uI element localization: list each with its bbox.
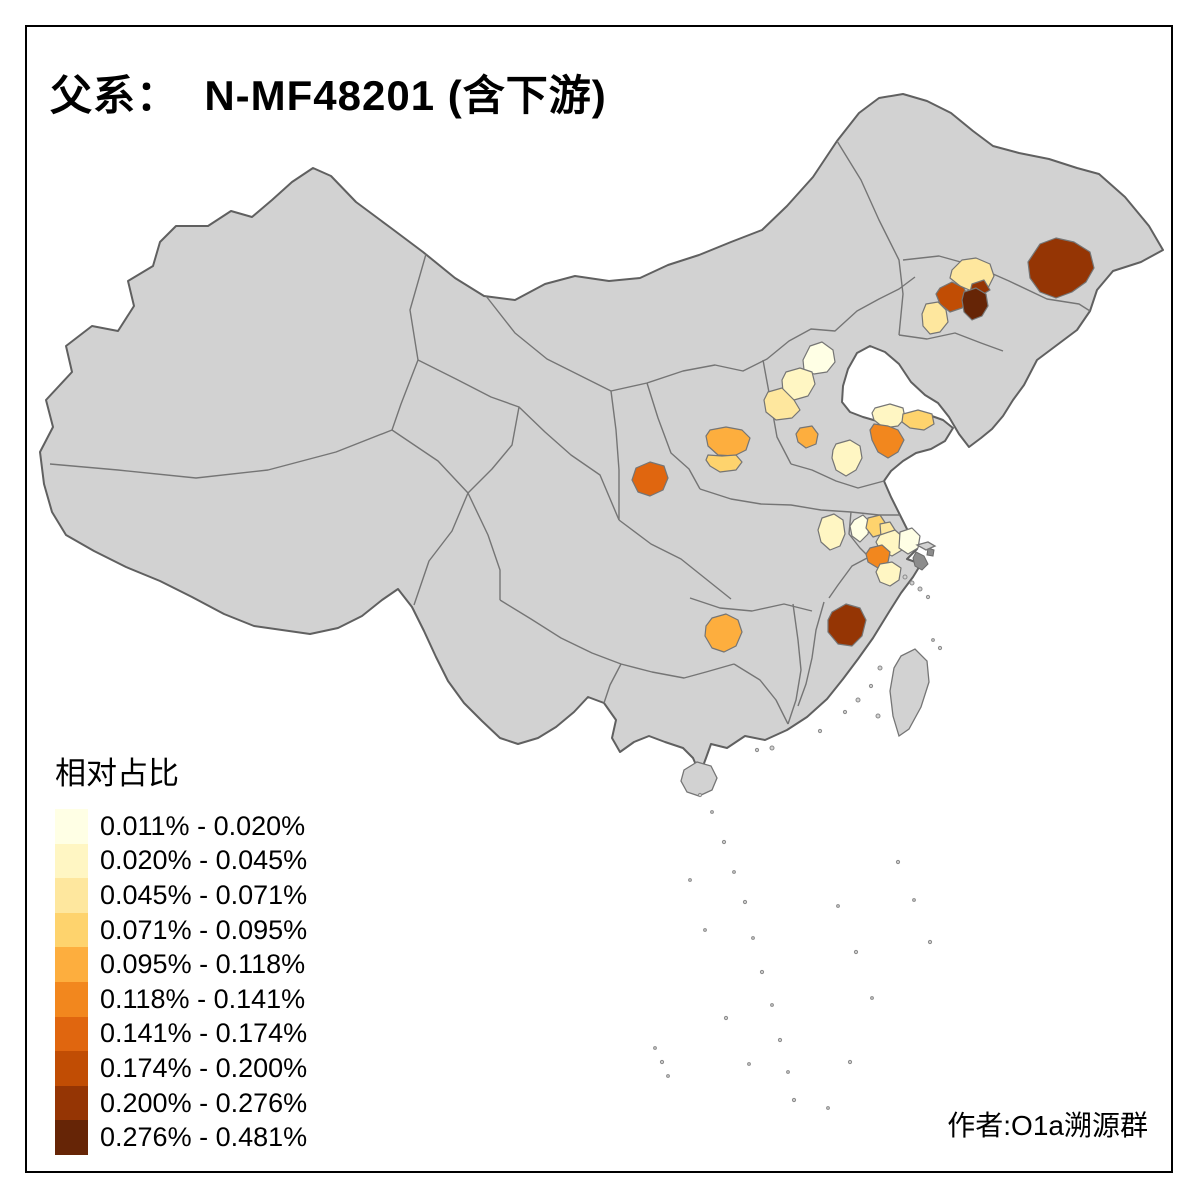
map-region: [961, 287, 989, 321]
legend-label: 0.095% - 0.118%: [100, 949, 306, 980]
legend-label: 0.118% - 0.141%: [100, 983, 306, 1014]
china-outline: [39, 93, 1164, 775]
legend: 相对占比 0.011% - 0.020% 0.020% - 0.045% 0.045…: [55, 748, 307, 1155]
legend-label: 0.020% - 0.045%: [100, 845, 308, 876]
legend-swatch: [55, 1120, 88, 1155]
legend-label: 0.045% - 0.071%: [100, 879, 308, 910]
map-region: [704, 613, 743, 653]
legend-row: 0.141% - 0.174%: [55, 1016, 308, 1052]
attribution: 作者:O1a溯源群: [947, 1110, 1148, 1141]
legend-swatch: [55, 1085, 88, 1121]
legend-swatch: [55, 947, 88, 982]
map-region: [781, 367, 816, 401]
legend-row: 0.200% - 0.276%: [55, 1085, 308, 1121]
legend-row: 0.045% - 0.071%: [55, 878, 307, 913]
legend-row: 0.174% - 0.200%: [55, 1051, 307, 1086]
map-region: [935, 281, 969, 313]
legend-label: 0.141% - 0.174%: [100, 1018, 308, 1049]
map-region: [1027, 237, 1095, 299]
map-region: [901, 409, 935, 431]
choropleth-regions: [631, 237, 1095, 653]
legend-swatch: [55, 809, 88, 844]
hainan-island: [680, 761, 718, 797]
legend-label: 0.011% - 0.020%: [100, 810, 306, 841]
legend-row: 0.276% - 0.481%: [55, 1120, 307, 1155]
legend-row: 0.020% - 0.045%: [55, 843, 308, 879]
map-region: [831, 439, 863, 477]
legend-swatch: [55, 878, 88, 913]
legend-row: 0.118% - 0.141%: [55, 981, 307, 1017]
legend-swatch: [55, 1051, 88, 1086]
legend-row: 0.011% - 0.020%: [55, 809, 307, 844]
legend-row: 0.095% - 0.118%: [55, 947, 307, 982]
legend-rows: 0.011% - 0.020% 0.020% - 0.045% 0.045% - 0…: [55, 809, 307, 1155]
legend-label: 0.200% - 0.276%: [100, 1087, 308, 1118]
legend-swatch: [55, 843, 88, 879]
legend-swatch: [55, 912, 88, 948]
map-region: [869, 423, 905, 459]
map-region: [795, 425, 819, 449]
legend-swatch: [55, 981, 88, 1017]
map-region: [631, 461, 669, 497]
taiwan-island: [889, 648, 930, 738]
legend-label: 0.174% - 0.200%: [100, 1052, 308, 1083]
map-region: [849, 514, 871, 543]
map-region: [763, 387, 801, 421]
map-region: [921, 301, 949, 335]
map-region: [705, 454, 743, 473]
map-region: [898, 527, 921, 555]
map-title: 父系： N-MF48201 (含下游): [50, 72, 607, 119]
legend-swatch: [55, 1016, 88, 1052]
map-region: [705, 426, 751, 457]
legend-label: 0.276% - 0.481%: [100, 1122, 308, 1153]
map-region: [817, 513, 846, 551]
legend-label: 0.071% - 0.095%: [100, 914, 308, 945]
map-region: [871, 403, 906, 429]
urban-area: [926, 547, 935, 557]
islands: [680, 541, 937, 797]
map-region: [827, 603, 867, 647]
legend-title: 相对占比: [55, 756, 179, 791]
chongming-island: [915, 541, 937, 551]
urban-area: [912, 551, 929, 571]
legend-row: 0.071% - 0.095%: [55, 912, 308, 948]
map-region: [875, 561, 902, 587]
sea-islets: [653, 574, 943, 1110]
